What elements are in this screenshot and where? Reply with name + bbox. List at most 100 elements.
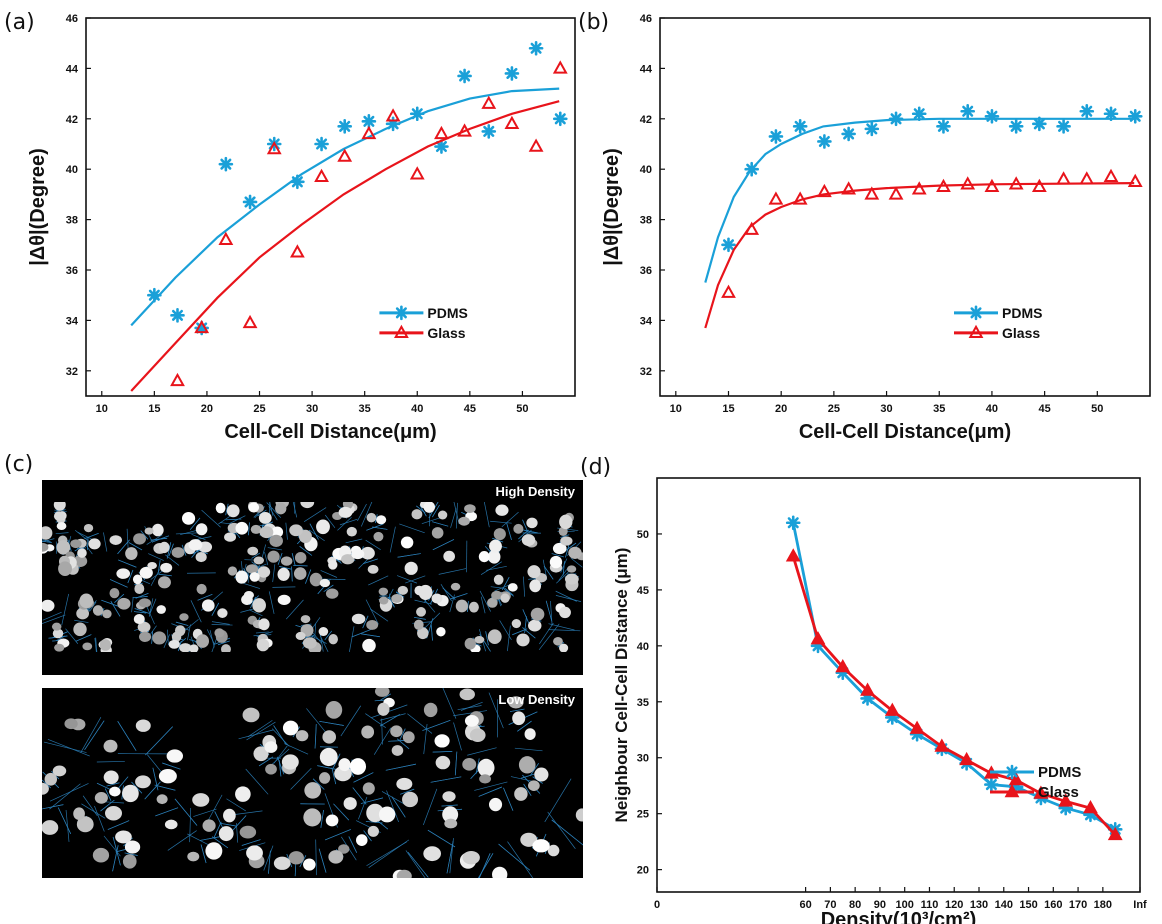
voronoi-edge: [206, 629, 215, 645]
cell-nucleus: [189, 644, 199, 652]
voronoi-edge: [312, 778, 325, 790]
voronoi-edge: [226, 798, 246, 812]
voronoi-edge: [317, 765, 337, 770]
legend: PDMS Glass: [990, 764, 1081, 801]
voronoi-edge: [131, 781, 143, 794]
y-tick-label: 46: [640, 13, 652, 25]
legend-marker: [968, 324, 984, 339]
voronoi-edge: [211, 602, 220, 616]
x-tick-label: 10: [670, 403, 682, 415]
data-point-glass: [860, 682, 875, 696]
voronoi-edge: [149, 598, 157, 614]
cell-nucleus: [79, 593, 94, 609]
voronoi-edge: [134, 608, 150, 614]
data-point-glass: [835, 659, 851, 673]
cell-nucleus: [319, 747, 338, 767]
voronoi-edge: [565, 542, 577, 552]
cell-nucleus: [414, 585, 425, 596]
cell-nucleus: [520, 832, 538, 847]
data-point-glass: [218, 231, 234, 245]
high-density-label: High Density: [495, 484, 575, 499]
voronoi-edge: [268, 850, 271, 874]
voronoi-edge: [263, 845, 274, 871]
data-point-glass: [337, 148, 353, 162]
cell-nucleus: [134, 583, 145, 595]
voronoi-edge: [547, 811, 576, 849]
cell-nucleus: [125, 547, 138, 560]
cell-nucleus: [288, 851, 304, 865]
cell-nucleus: [488, 797, 503, 812]
x-tick-label: 100: [896, 899, 914, 911]
cell-nucleus: [289, 524, 303, 537]
data-point-glass: [785, 548, 801, 562]
x-tick-label: 25: [828, 403, 840, 415]
cell-nucleus: [242, 707, 260, 723]
cell-nucleus: [462, 850, 480, 865]
fit-curve-pdms: [130, 87, 560, 327]
voronoi-edge: [112, 845, 119, 872]
cell-nucleus: [224, 532, 237, 542]
cell-nucleus: [361, 725, 375, 739]
voronoi-edge: [353, 772, 374, 783]
cell-nucleus: [442, 791, 456, 802]
x-tick-label: 25: [253, 403, 265, 415]
x-tick-label: 50: [516, 403, 528, 415]
data-point-pdms: [1127, 108, 1143, 124]
y-tick-label: 30: [637, 753, 649, 765]
voronoi-edge: [490, 520, 512, 524]
cell-nucleus: [423, 502, 436, 513]
x-tick-label: 15: [722, 403, 734, 415]
cell-nucleus: [325, 700, 343, 719]
data-point-pdms: [960, 103, 975, 119]
cell-nucleus: [88, 538, 101, 550]
data-point-glass: [959, 751, 975, 766]
voronoi-edge: [514, 747, 543, 752]
voronoi-edge: [524, 616, 527, 633]
cell-nucleus: [560, 536, 573, 546]
cell-nucleus: [376, 515, 387, 525]
voronoi-edge: [95, 637, 98, 652]
cell-nucleus: [390, 725, 403, 738]
chart-a: 32 34 36 38 40 42 44 46 10 15 20 25 30 35 40 45 50 Cell-C…: [27, 13, 576, 443]
y-tick-label: 36: [640, 265, 652, 277]
data-point-pdms: [911, 106, 927, 122]
data-point-pdms: [1032, 116, 1047, 132]
cell-nucleus: [362, 638, 376, 652]
voronoi-edge: [277, 552, 283, 565]
data-point-glass: [1033, 785, 1049, 799]
voronoi-edge: [442, 688, 457, 719]
voronoi-edge: [320, 809, 324, 828]
voronoi-edge: [266, 502, 282, 518]
x-tick-label: 20: [775, 403, 787, 415]
cell-nucleus: [42, 599, 55, 612]
voronoi-edge: [189, 807, 192, 843]
cell-nucleus: [267, 550, 280, 563]
voronoi-edge: [126, 528, 129, 551]
legend-label: Glass: [1038, 784, 1079, 801]
voronoi-edge: [100, 799, 115, 812]
cell-nucleus: [304, 782, 322, 799]
cell-nucleus: [309, 572, 323, 587]
cell-nucleus: [152, 631, 167, 645]
cell-nucleus: [377, 702, 390, 716]
voronoi-edge: [217, 640, 230, 646]
voronoi-edge: [518, 529, 529, 540]
voronoi-edge: [362, 615, 369, 629]
legend-marker: [968, 305, 984, 321]
cell-nucleus: [396, 777, 413, 791]
voronoi-edge: [219, 822, 236, 827]
voronoi-edge: [365, 713, 386, 729]
cell-nucleus: [366, 803, 384, 823]
cell-nucleus: [109, 535, 122, 545]
cell-nucleus: [205, 842, 223, 860]
data-point-pdms: [434, 139, 449, 154]
cell-nucleus: [215, 502, 226, 514]
data-point-pdms: [218, 156, 234, 172]
data-point-pdms: [528, 40, 544, 56]
voronoi-edge: [197, 593, 213, 601]
cell-nucleus: [42, 820, 59, 835]
cell-nucleus: [202, 819, 216, 832]
voronoi-edge: [449, 594, 455, 613]
y-tick-label: 38: [66, 215, 78, 227]
voronoi-edge: [84, 532, 99, 539]
